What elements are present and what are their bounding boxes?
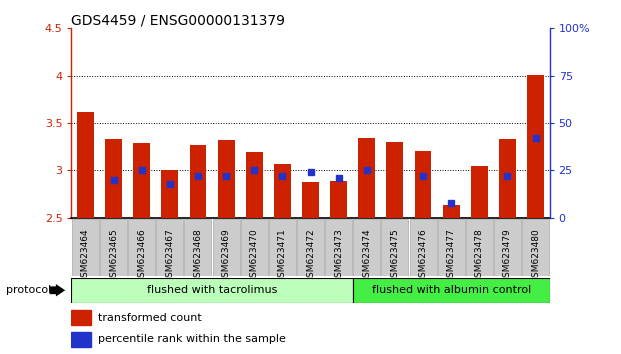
Text: GSM623468: GSM623468 xyxy=(194,228,202,283)
Text: GSM623474: GSM623474 xyxy=(362,228,371,282)
Text: GSM623478: GSM623478 xyxy=(475,228,484,283)
Bar xyxy=(527,75,544,218)
Bar xyxy=(443,205,460,218)
Bar xyxy=(246,152,263,218)
Bar xyxy=(218,140,235,218)
Bar xyxy=(184,219,212,276)
Bar xyxy=(77,112,94,218)
Text: GSM623475: GSM623475 xyxy=(391,228,399,283)
Bar xyxy=(302,182,319,218)
Text: transformed count: transformed count xyxy=(97,313,201,323)
Bar xyxy=(297,219,324,276)
Bar xyxy=(353,278,550,303)
Text: GSM623472: GSM623472 xyxy=(306,228,315,282)
Bar xyxy=(353,219,380,276)
Bar xyxy=(415,152,432,218)
Bar xyxy=(409,219,437,276)
Bar xyxy=(71,310,91,325)
Text: GSM623466: GSM623466 xyxy=(137,228,146,283)
Text: protocol: protocol xyxy=(6,285,52,295)
Text: GDS4459 / ENSG00000131379: GDS4459 / ENSG00000131379 xyxy=(71,13,286,27)
Bar xyxy=(274,164,291,218)
Bar xyxy=(466,219,493,276)
Bar xyxy=(381,219,409,276)
Bar xyxy=(105,139,122,218)
Bar xyxy=(269,219,296,276)
Text: GSM623471: GSM623471 xyxy=(278,228,287,283)
Bar xyxy=(212,219,240,276)
Text: GSM623479: GSM623479 xyxy=(503,228,512,283)
Text: GSM623477: GSM623477 xyxy=(446,228,456,283)
Bar xyxy=(330,181,347,218)
Bar xyxy=(72,219,99,276)
Text: percentile rank within the sample: percentile rank within the sample xyxy=(97,334,286,344)
Text: GSM623467: GSM623467 xyxy=(165,228,175,283)
Bar xyxy=(100,219,127,276)
Bar xyxy=(128,219,155,276)
Text: flushed with tacrolimus: flushed with tacrolimus xyxy=(147,285,277,295)
Text: GSM623469: GSM623469 xyxy=(222,228,230,283)
Bar xyxy=(134,143,150,218)
Bar xyxy=(499,139,516,218)
Text: flushed with albumin control: flushed with albumin control xyxy=(371,285,531,295)
Text: GSM623480: GSM623480 xyxy=(531,228,540,283)
Bar xyxy=(386,142,403,218)
Bar xyxy=(71,332,91,347)
Bar xyxy=(471,166,487,218)
Text: GSM623473: GSM623473 xyxy=(334,228,343,283)
Bar xyxy=(494,219,521,276)
Bar xyxy=(522,219,549,276)
Text: GSM623465: GSM623465 xyxy=(109,228,118,283)
Bar xyxy=(161,170,178,218)
Bar xyxy=(325,219,352,276)
Bar xyxy=(358,138,375,218)
Bar xyxy=(241,219,268,276)
Bar xyxy=(189,145,206,218)
Text: GSM623464: GSM623464 xyxy=(81,228,90,282)
Bar xyxy=(156,219,183,276)
Bar xyxy=(71,278,353,303)
Bar xyxy=(438,219,465,276)
Text: GSM623476: GSM623476 xyxy=(419,228,427,283)
Text: GSM623470: GSM623470 xyxy=(250,228,259,283)
